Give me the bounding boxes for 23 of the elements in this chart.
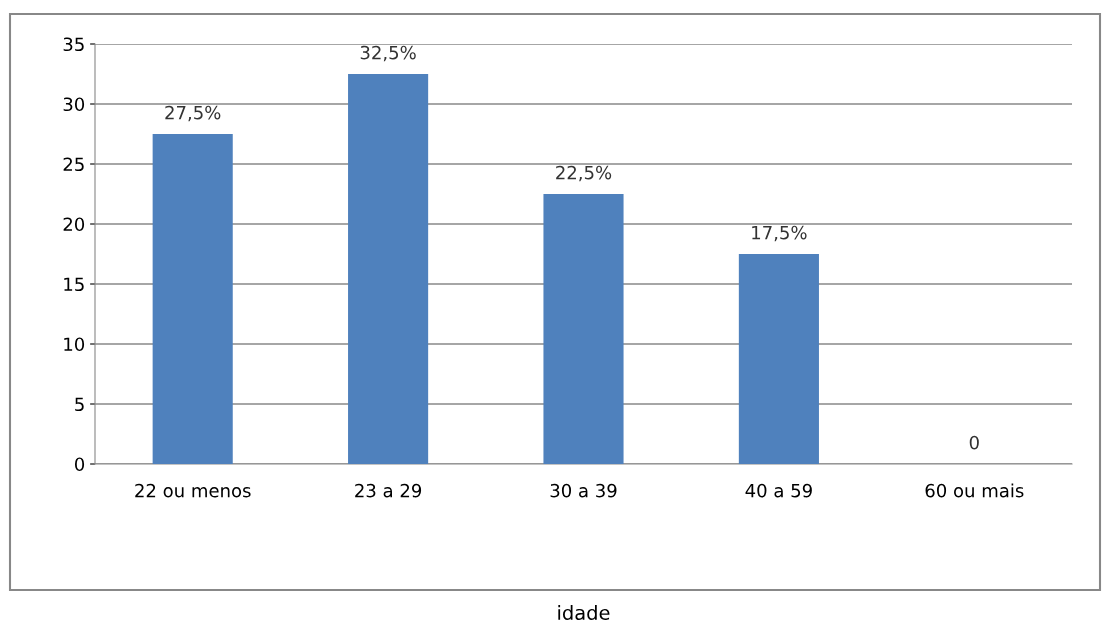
x-tick-label: 22 ou menos [135,483,251,498]
y-tick-label: 10 [64,337,85,352]
data-label: 0 [969,435,979,450]
x-tick-label: 40 a 59 [745,483,812,498]
data-label: 32,5% [360,45,416,62]
y-tick-label: 20 [63,217,85,232]
bar [543,194,624,464]
bar [348,74,429,464]
y-tick-label: 15 [64,277,84,292]
y-tick-label: 35 [63,37,84,52]
data-label: 27,5% [165,105,221,122]
y-tick-label: 0 [74,457,85,472]
y-tick-label: 30 [63,97,85,112]
x-tick-label: 30 a 39 [550,483,617,498]
y-tick-label: 25 [63,157,84,172]
data-label: 22,5% [556,165,612,182]
bar [152,134,233,464]
bar [738,254,819,464]
x-tick-label: 60 ou mais [925,483,1024,498]
text: idade [558,605,610,621]
y-tick-label: 5 [75,397,84,412]
x-tick-label: 23 a 29 [355,483,422,498]
data-label: 17,5% [752,225,807,242]
